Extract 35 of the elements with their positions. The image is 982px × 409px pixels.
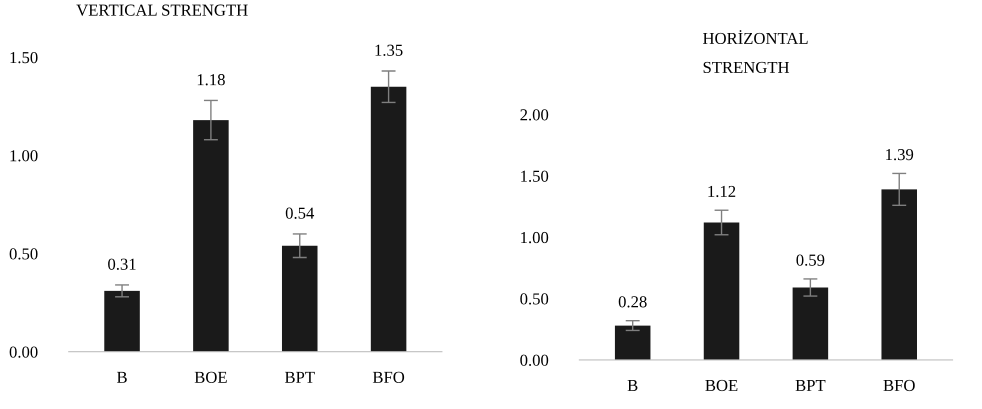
- y-tick-label: 0.50: [10, 248, 38, 260]
- x-tick-label: BFO: [884, 380, 915, 392]
- y-tick-label: 1.50: [10, 52, 38, 64]
- x-tick-label: BFO: [372, 372, 404, 383]
- y-tick-label: 0.00: [10, 346, 38, 358]
- data-label: 1.18: [198, 74, 225, 86]
- y-tick-label: 1.00: [521, 232, 548, 244]
- y-tick-label: 1.00: [10, 150, 38, 162]
- bar: [282, 246, 318, 352]
- bar: [881, 189, 917, 360]
- x-tick-label: BOE: [705, 380, 738, 392]
- chart-title: VERTICAL STRENGTH: [76, 4, 248, 16]
- bar: [193, 120, 229, 352]
- x-tick-label: BOE: [194, 372, 227, 383]
- data-label: 0.31: [108, 258, 136, 270]
- y-tick-label: 0.00: [520, 354, 548, 366]
- data-label: 0.54: [286, 208, 314, 219]
- bar: [104, 290, 140, 352]
- x-tick-label: B: [628, 380, 638, 391]
- bar: [704, 222, 740, 360]
- data-label: 0.59: [796, 254, 824, 266]
- data-label: 1.39: [886, 149, 914, 160]
- y-tick-label: 1.50: [521, 170, 548, 182]
- bar: [792, 288, 828, 360]
- data-label: 1.12: [708, 186, 736, 198]
- data-label: 0.28: [618, 296, 647, 308]
- x-tick-label: BPT: [796, 380, 826, 391]
- bar: [614, 326, 650, 360]
- x-tick-label: B: [116, 372, 127, 383]
- chart-title: HORİZONTAL STRENGTH: [703, 30, 808, 74]
- y-tick-label: 0.50: [520, 293, 548, 305]
- x-tick-label: BPT: [284, 372, 315, 383]
- bar: [370, 86, 406, 352]
- y-tick-label: 2.00: [520, 109, 548, 121]
- data-label: 1.35: [375, 44, 403, 56]
